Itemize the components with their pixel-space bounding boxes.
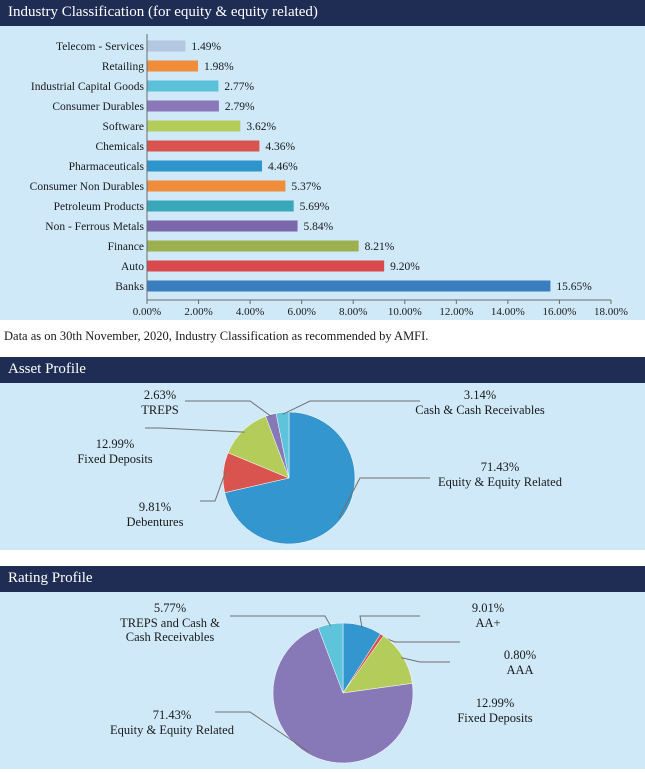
x-tick-label: 12.00%: [439, 306, 473, 318]
leader-line: [359, 615, 420, 628]
bar: [147, 140, 260, 152]
leader-line: [145, 427, 245, 433]
bar: [147, 100, 219, 112]
data-label: 4.36%: [265, 141, 295, 153]
slice-name-label: Fixed Deposits: [77, 452, 152, 466]
data-label: 3.62%: [246, 121, 276, 133]
rating-pie-chart: 9.01%AA+ 0.80%AAA 12.99%Fixed Deposits 71.4…: [110, 601, 536, 764]
leader-line: [200, 472, 226, 502]
slice-value-label: 12.99%: [96, 437, 135, 451]
bar: [147, 80, 219, 92]
data-label: 2.79%: [225, 101, 255, 113]
x-tick-label: 10.00%: [388, 306, 422, 318]
bar: [147, 220, 298, 232]
x-tick-label: 18.00%: [594, 306, 628, 318]
leader-line: [185, 400, 272, 417]
slice-value-label: 0.80%: [504, 648, 536, 662]
pie-slice: [275, 411, 290, 479]
slice-name-label: Cash Receivables: [126, 630, 215, 644]
asset-section-title: Asset Profile: [0, 357, 645, 383]
category-label: Non - Ferrous Metals: [45, 221, 144, 233]
category-label: Consumer Non Durables: [30, 181, 145, 193]
rating-title-text: Rating Profile: [8, 570, 93, 586]
bar: [147, 240, 359, 252]
slice-value-label: 71.43%: [153, 708, 192, 722]
industry-bar-chart: Telecom - Services 1.49% Retailing 1.98% Ind…: [30, 34, 628, 318]
slice-value-label: 9.81%: [139, 500, 171, 514]
slice-name-label: TREPS and Cash &: [120, 616, 220, 630]
pie-slice: [317, 622, 344, 694]
data-label: 1.98%: [204, 61, 234, 73]
bar: [147, 260, 385, 272]
x-tick-label: 14.00%: [491, 306, 525, 318]
asset-panel: 71.43% Equity & Equity Related 9.81% Debent…: [0, 383, 645, 550]
bar: [147, 160, 262, 172]
slice-name-label: Cash & Cash Receivables: [415, 403, 545, 417]
data-label: 9.20%: [390, 261, 420, 273]
category-label: Telecom - Services: [56, 41, 144, 53]
slice-name-label: TREPS: [141, 403, 179, 417]
industry-title-text: Industry Classification (for equity & eq…: [8, 4, 318, 20]
industry-section-title: Industry Classification (for equity & eq…: [0, 0, 645, 26]
rating-panel: 9.01% AA+ 0.80% AAA 12.99% Fixed Deposits 71.4…: [0, 592, 645, 769]
data-note: Data as on 30th November, 2020, Industry…: [4, 329, 429, 343]
slice-value-label: 9.01%: [472, 601, 504, 615]
slice-name-label: Fixed Deposits: [457, 711, 532, 725]
leader-line: [338, 477, 430, 519]
bar: [147, 120, 241, 132]
category-label: Consumer Durables: [52, 101, 144, 113]
x-tick-label: 0.00%: [133, 306, 161, 318]
x-tick-label: 4.00%: [236, 306, 264, 318]
leader-line: [215, 711, 309, 752]
slice-name-label: Equity & Equity Related: [438, 475, 563, 489]
category-label: Finance: [108, 241, 144, 253]
slice-name-label: Debentures: [127, 515, 184, 529]
bar: [147, 180, 286, 192]
slice-value-label: 12.99%: [476, 696, 515, 710]
leader-line: [380, 636, 460, 643]
asset-pie-chart: 71.43%Equity & Equity Related 9.81%Debent…: [77, 388, 563, 545]
category-label: Industrial Capital Goods: [31, 81, 145, 93]
data-label: 4.46%: [268, 161, 298, 173]
data-label: 5.37%: [291, 181, 321, 193]
data-label: 5.84%: [304, 221, 334, 233]
data-label: 8.21%: [365, 241, 395, 253]
slice-name-label: AAA: [506, 663, 533, 677]
category-label: Banks: [115, 281, 144, 293]
slice-name-label: AA+: [475, 616, 500, 630]
x-tick-label: 6.00%: [287, 306, 315, 318]
bar: [147, 40, 186, 52]
leader-line: [400, 657, 450, 663]
category-label: Software: [102, 121, 144, 133]
slice-value-label: 3.14%: [464, 388, 496, 402]
slice-value-label: 71.43%: [481, 460, 520, 474]
data-label: 5.69%: [300, 201, 330, 213]
slice-name-label: Equity & Equity Related: [110, 723, 235, 737]
category-label: Pharmaceuticals: [69, 161, 145, 173]
category-label: Petroleum Products: [54, 201, 145, 213]
rating-section-title: Rating Profile: [0, 566, 645, 592]
category-label: Chemicals: [95, 141, 144, 153]
bar: [147, 200, 294, 212]
bar: [147, 280, 551, 292]
leader-line: [230, 615, 332, 627]
data-label: 2.77%: [224, 81, 254, 93]
industry-panel: Telecom - Services 1.49% Retailing 1.98% Ind…: [0, 26, 645, 320]
pie-slice: [224, 411, 356, 545]
category-label: Auto: [121, 261, 144, 273]
pie-slice: [342, 635, 413, 694]
x-tick-label: 16.00%: [542, 306, 576, 318]
pie-slice: [272, 627, 414, 764]
category-label: Retailing: [102, 61, 144, 73]
leader-line: [282, 400, 420, 415]
data-label: 15.65%: [556, 281, 592, 293]
bar: [147, 60, 199, 72]
x-tick-label: 8.00%: [339, 306, 367, 318]
slice-value-label: 2.63%: [144, 388, 176, 402]
x-tick-label: 2.00%: [184, 306, 212, 318]
asset-title-text: Asset Profile: [8, 361, 86, 377]
data-label: 1.49%: [191, 41, 221, 53]
slice-value-label: 5.77%: [154, 601, 186, 615]
